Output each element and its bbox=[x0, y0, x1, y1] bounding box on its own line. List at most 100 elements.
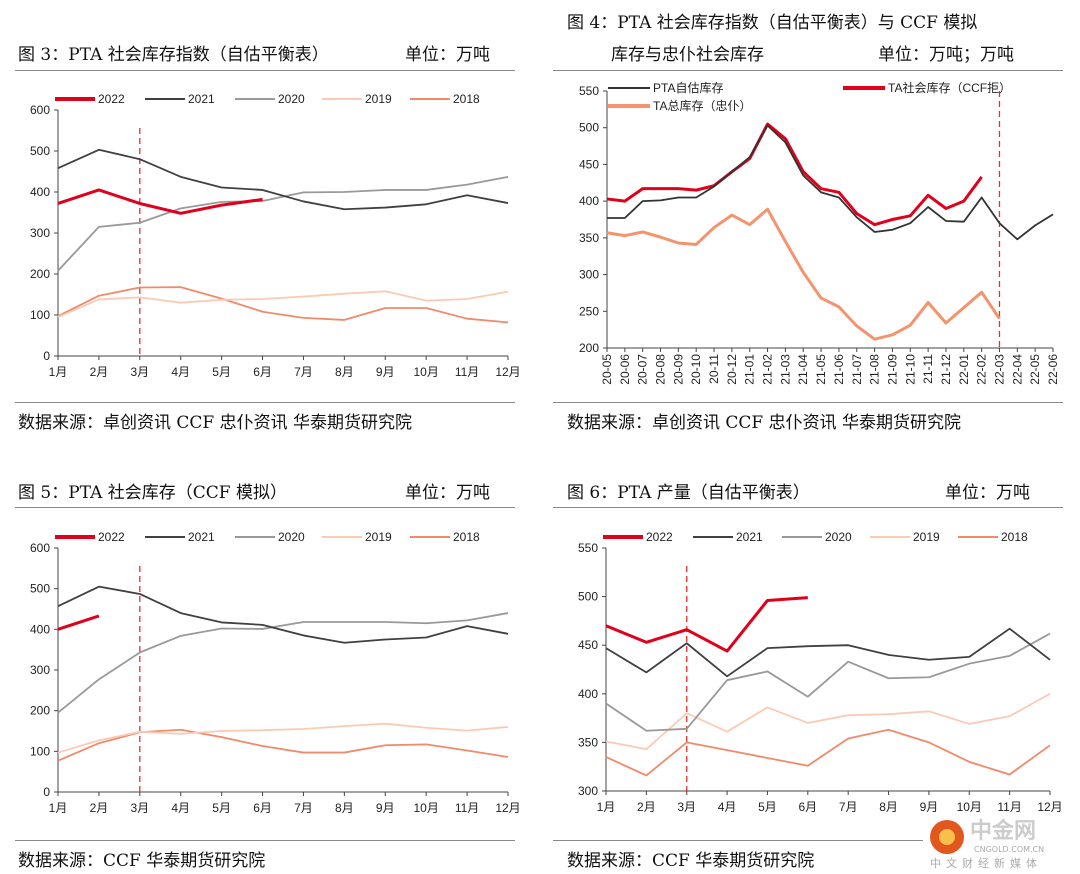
x-tick-label: 10月 bbox=[414, 801, 439, 815]
x-tick-label: 9月 bbox=[376, 365, 395, 379]
chart-3-unit: 单位：万吨 bbox=[405, 45, 490, 65]
x-tick-label: 20-12 bbox=[725, 354, 739, 385]
y-tick-label: 200 bbox=[30, 267, 50, 281]
chart-5-source: 数据来源：CCF 华泰期货研究院 bbox=[18, 851, 266, 871]
x-tick-label: 9月 bbox=[376, 801, 395, 815]
y-tick-label: 600 bbox=[30, 103, 50, 117]
legend-label: 2022 bbox=[646, 530, 673, 544]
x-tick-label: 3月 bbox=[677, 800, 696, 814]
series-line-2018 bbox=[605, 728, 1051, 777]
x-tick-label: 21-04 bbox=[796, 354, 810, 385]
watermark-name: 中金网 bbox=[970, 819, 1037, 844]
legend-label: 2020 bbox=[825, 530, 852, 544]
x-tick-label: 21-12 bbox=[939, 354, 953, 385]
y-tick-label: 300 bbox=[30, 226, 50, 240]
legend-label: 2020 bbox=[278, 530, 305, 544]
x-tick-label: 8月 bbox=[879, 800, 898, 814]
y-tick-label: 500 bbox=[30, 582, 50, 596]
x-tick-label: 20-06 bbox=[618, 354, 632, 385]
x-tick-label: 3月 bbox=[130, 365, 149, 379]
x-tick-label: 20-08 bbox=[654, 354, 668, 385]
series-line-PTA自估库存 bbox=[607, 124, 1054, 241]
x-tick-label: 11月 bbox=[455, 365, 479, 379]
x-tick-label: 22-04 bbox=[1010, 354, 1024, 385]
chart-6-unit: 单位：万吨 bbox=[945, 483, 1030, 503]
y-tick-label: 500 bbox=[578, 590, 598, 604]
x-tick-label: 21-01 bbox=[743, 354, 757, 385]
x-tick-label: 21-03 bbox=[778, 354, 792, 385]
x-tick-label: 4月 bbox=[171, 801, 190, 815]
x-tick-label: 22-03 bbox=[992, 354, 1006, 385]
legend-label: 2021 bbox=[188, 530, 215, 544]
x-tick-label: 7月 bbox=[294, 801, 313, 815]
chart-5-unit: 单位：万吨 bbox=[405, 483, 490, 503]
legend-label: TA总库存（忠仆） bbox=[653, 98, 751, 113]
x-tick-label: 7月 bbox=[839, 800, 858, 814]
x-tick-label: 21-02 bbox=[761, 354, 775, 385]
x-tick-label: 20-09 bbox=[671, 354, 685, 385]
series-line-2020 bbox=[57, 612, 509, 714]
y-tick-label: 600 bbox=[30, 541, 50, 555]
chart-4: 200 250 300 350 400 450 500 550 20-05 20-06 20-07 2… bbox=[579, 80, 1060, 385]
series-line-TA总库存（忠仆） bbox=[606, 207, 1001, 341]
x-tick-label: 1月 bbox=[597, 800, 616, 814]
legend-label: 2022 bbox=[98, 92, 125, 106]
watermark: 中金网 CNGOLD.COM.CN 中文财经新媒体 bbox=[930, 820, 1075, 872]
x-tick-label: 22-01 bbox=[957, 354, 971, 385]
y-tick-label: 100 bbox=[30, 744, 50, 758]
y-tick-label: 400 bbox=[579, 194, 599, 208]
legend-label: 2019 bbox=[365, 530, 392, 544]
y-tick-label: 350 bbox=[579, 231, 599, 245]
y-tick-label: 500 bbox=[30, 144, 50, 158]
legend-label: 2018 bbox=[453, 92, 480, 106]
x-tick-label: 22-02 bbox=[975, 354, 989, 385]
y-tick-label: 400 bbox=[578, 687, 598, 701]
x-tick-label: 11月 bbox=[997, 800, 1021, 814]
x-tick-label: 21-07 bbox=[850, 354, 864, 385]
legend-label: 2018 bbox=[1001, 530, 1028, 544]
chart-5: 0 100 200 300 400 500 600 1月 2月 3月 4月 5月 6月 7月 8月 9月 10月… bbox=[30, 530, 521, 815]
x-tick-label: 1月 bbox=[49, 365, 68, 379]
x-tick-label: 11月 bbox=[455, 801, 479, 815]
series-line-2019 bbox=[605, 693, 1051, 751]
series-line-2021 bbox=[57, 585, 509, 644]
x-tick-label: 2月 bbox=[637, 800, 656, 814]
x-tick-label: 12月 bbox=[495, 801, 520, 815]
y-tick-label: 200 bbox=[30, 704, 50, 718]
y-tick-label: 450 bbox=[578, 638, 598, 652]
y-tick-label: 0 bbox=[43, 785, 50, 799]
chart-4-unit: 单位：万吨；万吨 bbox=[878, 45, 1014, 65]
legend-label: PTA自估库存 bbox=[653, 80, 723, 95]
series-line-2022 bbox=[57, 188, 263, 215]
chart-5-title: 图 5：PTA 社会库存（CCF 模拟） bbox=[18, 483, 287, 503]
x-tick-label: 2月 bbox=[90, 801, 109, 815]
chart-6: 300 350 400 450 500 550 1月 2月 3月 4月 5月 6月 7月 8月 9月 10月 1… bbox=[578, 530, 1063, 814]
series-line-2022 bbox=[605, 596, 808, 653]
x-tick-label: 21-10 bbox=[903, 354, 917, 385]
y-tick-label: 100 bbox=[30, 308, 50, 322]
legend-label: 2021 bbox=[736, 530, 763, 544]
watermark-logo-icon bbox=[930, 820, 964, 854]
x-tick-label: 8月 bbox=[335, 365, 354, 379]
legend-label: 2022 bbox=[98, 530, 125, 544]
x-tick-label: 10月 bbox=[414, 365, 439, 379]
x-tick-label: 10月 bbox=[957, 800, 982, 814]
chart-6-title: 图 6：PTA 产量（自估平衡表） bbox=[567, 483, 810, 503]
chart-3-title: 图 3：PTA 社会库存指数（自估平衡表） bbox=[18, 45, 329, 65]
x-tick-label: 21-11 bbox=[921, 354, 935, 384]
legend-label: 2021 bbox=[188, 92, 215, 106]
series-line-2020 bbox=[605, 632, 1051, 732]
y-tick-label: 0 bbox=[43, 349, 50, 363]
x-tick-label: 20-07 bbox=[636, 354, 650, 385]
y-tick-label: 300 bbox=[579, 268, 599, 282]
x-tick-label: 9月 bbox=[920, 800, 939, 814]
legend-label: 2019 bbox=[365, 92, 392, 106]
x-tick-label: 12月 bbox=[1037, 800, 1062, 814]
x-tick-label: 6月 bbox=[253, 365, 272, 379]
chart-4-title: 图 4：PTA 社会库存指数（自估平衡表）与 CCF 模拟 bbox=[567, 13, 978, 33]
y-tick-label: 550 bbox=[579, 84, 599, 98]
x-tick-label: 22-06 bbox=[1046, 354, 1060, 385]
watermark-subtitle: 中文财经新媒体 bbox=[930, 857, 1042, 870]
y-tick-label: 250 bbox=[579, 304, 599, 318]
